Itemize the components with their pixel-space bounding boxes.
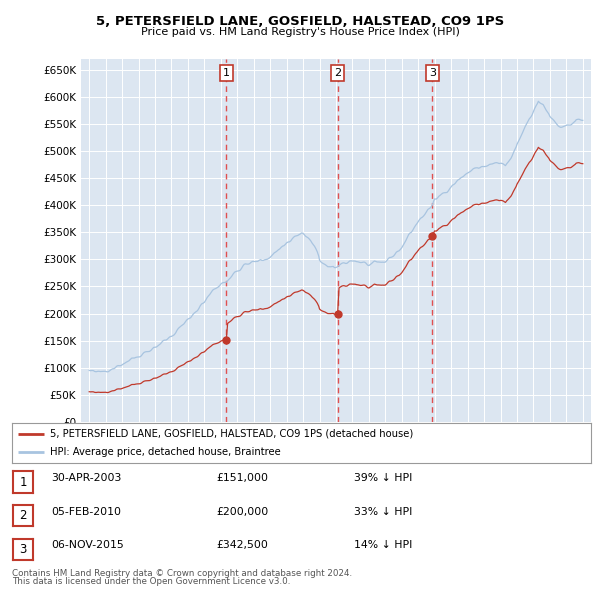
Text: HPI: Average price, detached house, Braintree: HPI: Average price, detached house, Brai… xyxy=(50,447,280,457)
Text: 1: 1 xyxy=(223,68,230,78)
Text: 3: 3 xyxy=(19,543,27,556)
Text: £200,000: £200,000 xyxy=(216,507,268,516)
Text: Contains HM Land Registry data © Crown copyright and database right 2024.: Contains HM Land Registry data © Crown c… xyxy=(12,569,352,578)
Text: 33% ↓ HPI: 33% ↓ HPI xyxy=(354,507,412,516)
Text: 3: 3 xyxy=(429,68,436,78)
Text: £342,500: £342,500 xyxy=(216,540,268,550)
Text: 2: 2 xyxy=(334,68,341,78)
Text: 39% ↓ HPI: 39% ↓ HPI xyxy=(354,473,412,483)
Text: 2: 2 xyxy=(19,509,27,522)
Text: 05-FEB-2010: 05-FEB-2010 xyxy=(51,507,121,516)
Text: 30-APR-2003: 30-APR-2003 xyxy=(51,473,121,483)
Text: Price paid vs. HM Land Registry's House Price Index (HPI): Price paid vs. HM Land Registry's House … xyxy=(140,27,460,37)
Text: 5, PETERSFIELD LANE, GOSFIELD, HALSTEAD, CO9 1PS: 5, PETERSFIELD LANE, GOSFIELD, HALSTEAD,… xyxy=(96,15,504,28)
Text: 5, PETERSFIELD LANE, GOSFIELD, HALSTEAD, CO9 1PS (detached house): 5, PETERSFIELD LANE, GOSFIELD, HALSTEAD,… xyxy=(50,429,413,439)
Text: £151,000: £151,000 xyxy=(216,473,268,483)
Text: This data is licensed under the Open Government Licence v3.0.: This data is licensed under the Open Gov… xyxy=(12,578,290,586)
Text: 06-NOV-2015: 06-NOV-2015 xyxy=(51,540,124,550)
Text: 1: 1 xyxy=(19,476,27,489)
Text: 14% ↓ HPI: 14% ↓ HPI xyxy=(354,540,412,550)
